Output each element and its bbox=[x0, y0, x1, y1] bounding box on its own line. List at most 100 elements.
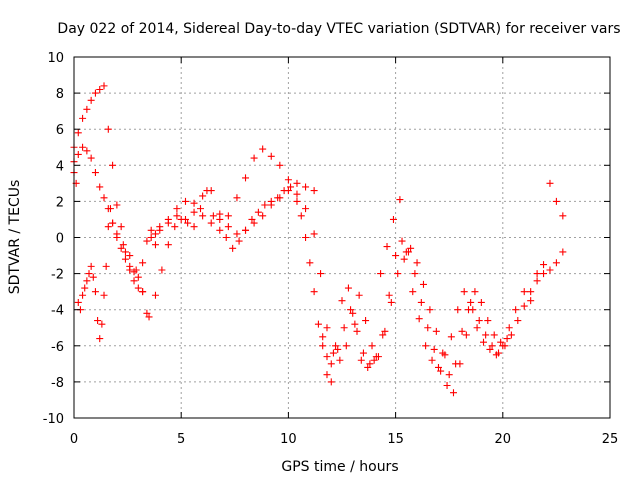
chart-title: Day 022 of 2014, Sidereal Day-to-day VTE… bbox=[57, 21, 620, 37]
data-point bbox=[267, 152, 275, 160]
data-point bbox=[445, 371, 453, 379]
data-point bbox=[355, 291, 363, 299]
data-point bbox=[85, 270, 93, 278]
data-point bbox=[280, 187, 288, 195]
y-tick-label-10: 10 bbox=[47, 51, 64, 66]
data-point bbox=[364, 363, 372, 371]
data-point bbox=[98, 320, 106, 328]
y-tick-label-1: -8 bbox=[51, 376, 64, 391]
series-track-b bbox=[70, 143, 511, 379]
data-point bbox=[203, 187, 211, 195]
data-point bbox=[284, 176, 292, 184]
data-point bbox=[109, 219, 117, 227]
data-point bbox=[121, 255, 129, 263]
data-point bbox=[102, 262, 110, 270]
y-axis-label: SDTVAR / TECUs bbox=[7, 180, 23, 295]
data-point bbox=[477, 298, 485, 306]
y-tick-label-7: 4 bbox=[56, 159, 64, 174]
data-point bbox=[242, 226, 250, 234]
data-point bbox=[501, 342, 509, 350]
data-point bbox=[469, 306, 477, 314]
data-point bbox=[449, 389, 457, 397]
data-point bbox=[259, 212, 267, 220]
data-point bbox=[259, 145, 267, 153]
data-point bbox=[233, 194, 241, 202]
data-point bbox=[233, 230, 241, 238]
y-tick-label-6: 2 bbox=[56, 195, 64, 210]
data-point bbox=[437, 367, 445, 375]
data-point bbox=[552, 259, 560, 267]
x-tick-label-1: 5 bbox=[177, 432, 185, 447]
series-track-c bbox=[70, 169, 567, 397]
data-point bbox=[417, 298, 425, 306]
data-point bbox=[503, 335, 511, 343]
data-point bbox=[512, 306, 520, 314]
data-point bbox=[100, 291, 108, 299]
data-point bbox=[171, 223, 179, 231]
data-point bbox=[507, 331, 515, 339]
data-point bbox=[424, 324, 432, 332]
data-point bbox=[381, 327, 389, 335]
data-point bbox=[74, 129, 82, 137]
data-point bbox=[134, 273, 142, 281]
data-point bbox=[134, 284, 142, 292]
data-point bbox=[276, 161, 284, 169]
y-tick-label-9: 8 bbox=[56, 87, 64, 102]
data-point bbox=[398, 237, 406, 245]
data-point bbox=[490, 331, 498, 339]
data-point bbox=[173, 212, 181, 220]
data-point bbox=[460, 288, 468, 296]
data-point bbox=[340, 324, 348, 332]
data-point bbox=[552, 197, 560, 205]
data-point bbox=[297, 212, 305, 220]
data-point bbox=[151, 230, 159, 238]
data-point bbox=[274, 194, 282, 202]
data-point bbox=[473, 324, 481, 332]
data-point bbox=[347, 306, 355, 314]
data-point bbox=[514, 317, 522, 325]
y-tick-label-3: -4 bbox=[51, 304, 64, 319]
data-point bbox=[342, 342, 350, 350]
data-point bbox=[310, 230, 318, 238]
data-point bbox=[119, 241, 127, 249]
data-point bbox=[389, 215, 397, 223]
data-point bbox=[332, 342, 340, 350]
data-point bbox=[559, 212, 567, 220]
data-point bbox=[383, 243, 391, 251]
x-tick-label-2: 10 bbox=[280, 432, 297, 447]
data-point bbox=[334, 345, 342, 353]
data-point bbox=[113, 201, 121, 209]
data-point bbox=[164, 219, 172, 227]
data-point bbox=[224, 212, 232, 220]
data-point bbox=[411, 270, 419, 278]
data-point bbox=[370, 356, 378, 364]
data-point bbox=[250, 154, 258, 162]
data-point bbox=[540, 261, 548, 269]
data-point bbox=[488, 342, 496, 350]
data-point bbox=[302, 205, 310, 213]
data-point bbox=[432, 327, 440, 335]
data-point bbox=[366, 360, 374, 368]
data-point bbox=[81, 284, 89, 292]
data-point bbox=[368, 342, 376, 350]
y-tick-labels: -10 -8 -6 -4 -2 0 2 4 6 8 10 bbox=[43, 51, 64, 427]
data-point bbox=[242, 174, 250, 182]
data-point bbox=[413, 259, 421, 267]
x-tick-label-0: 0 bbox=[70, 432, 78, 447]
data-point bbox=[400, 255, 408, 263]
data-point bbox=[79, 291, 87, 299]
data-point bbox=[224, 223, 232, 231]
data-point bbox=[87, 96, 95, 104]
data-point bbox=[130, 277, 138, 285]
data-point bbox=[428, 356, 436, 364]
y-tick-label-2: -6 bbox=[51, 340, 64, 355]
data-point bbox=[471, 288, 479, 296]
data-point bbox=[559, 248, 567, 256]
data-point bbox=[527, 297, 535, 305]
data-point bbox=[83, 105, 91, 113]
y-tick-label-5: 0 bbox=[56, 232, 64, 247]
data-point bbox=[121, 248, 129, 256]
data-point bbox=[100, 194, 108, 202]
axis-ticks bbox=[73, 56, 611, 419]
data-point bbox=[385, 291, 393, 299]
